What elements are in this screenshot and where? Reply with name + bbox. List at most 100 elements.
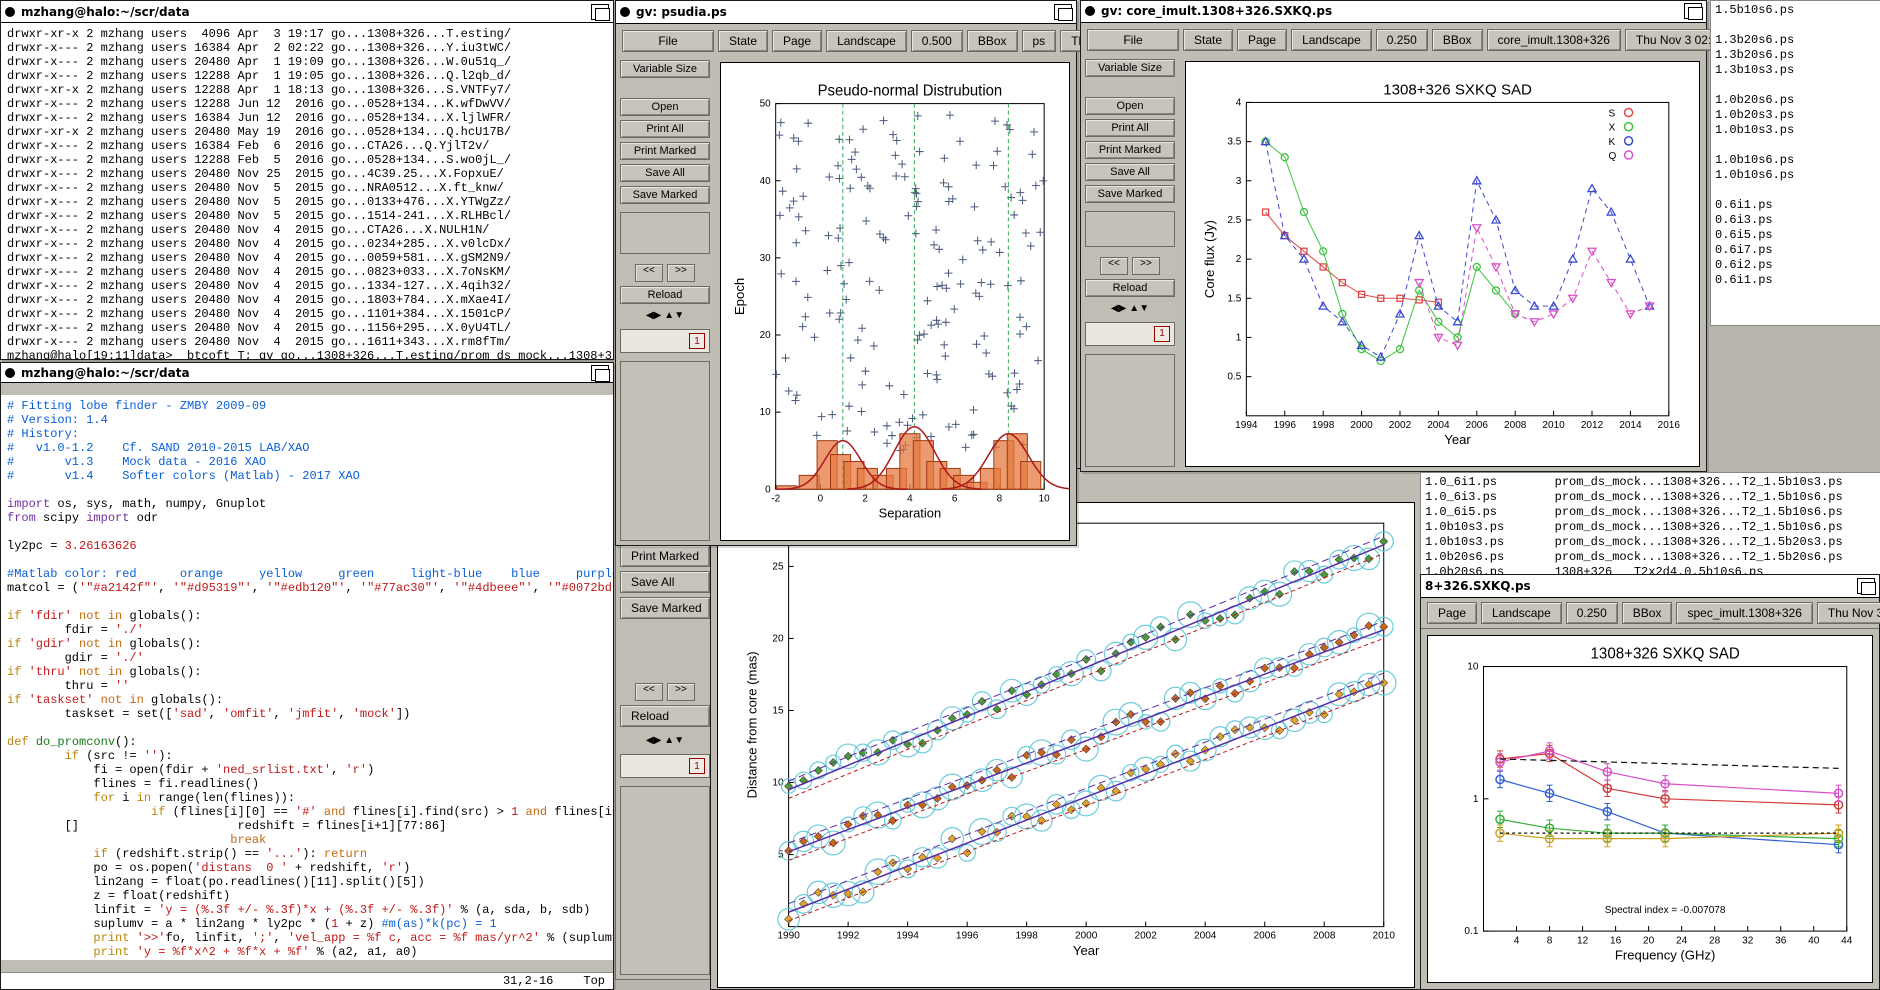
variable-size-button[interactable]: Variable Size [620, 60, 710, 78]
save-all-button[interactable]: Save All [620, 571, 710, 593]
terminal-output: drwxr-xr-x 2 mzhang users 4096 Apr 3 19:… [1, 23, 613, 359]
zoom-field[interactable]: 0.500 [911, 30, 963, 52]
bbox-button[interactable]: BBox [1622, 602, 1673, 624]
page-number-field[interactable]: 1 [1085, 322, 1175, 346]
page-menu[interactable]: Page [1427, 602, 1477, 624]
window-dot-icon [5, 368, 15, 378]
svg-text:Pseudo-normal Distrubution: Pseudo-normal Distrubution [818, 82, 1003, 99]
orientation-menu[interactable]: Landscape [1481, 602, 1562, 624]
page-menu[interactable]: Page [1237, 29, 1287, 51]
state-menu[interactable]: State [718, 30, 768, 52]
window-dot-icon [620, 7, 630, 17]
state-menu[interactable]: State [1183, 29, 1233, 51]
file-menu[interactable]: File [622, 30, 714, 52]
titlebar[interactable]: mzhang@halo:~/scr/data [1, 363, 613, 383]
prev-page-button[interactable]: << [635, 683, 663, 701]
next-page-button[interactable]: >> [667, 683, 695, 701]
terminal-window-1[interactable]: mzhang@halo:~/scr/data drwxr-xr-x 2 mzha… [0, 0, 614, 360]
svg-text:K: K [1608, 137, 1615, 148]
save-marked-button[interactable]: Save Marked [1085, 185, 1175, 203]
prev-page-button[interactable]: << [1100, 257, 1128, 275]
window-title: mzhang@halo:~/scr/data [21, 5, 585, 19]
format-label: ps [1022, 30, 1057, 52]
zoom-field[interactable]: 0.250 [1566, 602, 1618, 624]
svg-text:1998: 1998 [1312, 420, 1335, 431]
date-label: Thu Nov 3 02:11 [1817, 602, 1880, 624]
titlebar[interactable]: gv: core_imult.1308+326.SXKQ.ps [1081, 1, 1706, 23]
svg-text:2014: 2014 [1619, 420, 1642, 431]
print-all-button[interactable]: Print All [620, 120, 710, 138]
svg-text:36: 36 [1775, 935, 1787, 946]
save-all-button[interactable]: Save All [1085, 163, 1175, 181]
gv-window-psudia[interactable]: gv: psudia.ps File State Page Landscape … [615, 0, 1077, 546]
window-title-fragment: 8+326.SXKQ.ps [1425, 579, 1851, 593]
svg-text:Core flux (Jy): Core flux (Jy) [1202, 220, 1217, 298]
print-all-button[interactable]: Print All [1085, 119, 1175, 137]
file-list-mid: 1.0_6i1.ps prom_ds_mock...1308+326...T2_… [1420, 472, 1880, 578]
svg-text:2016: 2016 [1658, 420, 1681, 431]
svg-text:2: 2 [1236, 254, 1242, 265]
svg-text:0: 0 [765, 484, 771, 495]
reload-button[interactable]: Reload [1085, 279, 1175, 297]
editor-window[interactable]: mzhang@halo:~/scr/data # Fitting lobe fi… [0, 362, 614, 990]
svg-text:40: 40 [760, 176, 771, 187]
window-resize-icon[interactable] [1857, 578, 1875, 594]
filename-label: core_imult.1308+326 [1487, 29, 1621, 51]
orientation-menu[interactable]: Landscape [1291, 29, 1372, 51]
window-resize-icon[interactable] [591, 4, 609, 20]
titlebar[interactable]: 8+326.SXKQ.ps [1421, 575, 1879, 598]
window-title: gv: core_imult.1308+326.SXKQ.ps [1101, 4, 1678, 18]
page-number-field[interactable]: 1 [620, 754, 710, 778]
spec-plot-window[interactable]: 8+326.SXKQ.ps Page Landscape 0.250 BBox … [1420, 574, 1880, 990]
bbox-button[interactable]: BBox [1432, 29, 1483, 51]
svg-text:2012: 2012 [1581, 420, 1604, 431]
svg-text:10: 10 [760, 407, 771, 418]
window-resize-icon[interactable] [591, 365, 609, 381]
save-all-button[interactable]: Save All [620, 164, 710, 182]
gv-window-core[interactable]: gv: core_imult.1308+326.SXKQ.ps File Sta… [1080, 0, 1707, 472]
window-dot-icon [5, 7, 15, 17]
next-page-button[interactable]: >> [1132, 257, 1160, 275]
svg-text:6: 6 [952, 493, 958, 504]
print-marked-button[interactable]: Print Marked [620, 142, 710, 160]
svg-text:2006: 2006 [1254, 931, 1277, 942]
svg-text:1994: 1994 [1235, 420, 1258, 431]
open-button[interactable]: Open [1085, 97, 1175, 115]
prev-page-button[interactable]: << [635, 264, 663, 282]
editor-scroll-pos: Top [583, 974, 605, 988]
reload-button[interactable]: Reload [620, 705, 710, 727]
bbox-button[interactable]: BBox [967, 30, 1018, 52]
svg-text:50: 50 [760, 99, 771, 110]
svg-text:1.5: 1.5 [1227, 293, 1241, 304]
gv-side-panel: Variable Size Open Print All Print Marke… [616, 56, 714, 545]
window-title: gv: psudia.ps [636, 5, 1048, 19]
svg-text:Separation: Separation [879, 506, 941, 521]
open-button[interactable]: Open [620, 98, 710, 116]
zoom-field[interactable]: 0.250 [1376, 29, 1428, 51]
mock-plot-window[interactable]: 4C MOCK 19901992199419961998200020022004… [710, 468, 1422, 990]
gv-side-panel-fragment: Print Marked Save All Save Marked << >> … [615, 540, 715, 980]
spec-plot-canvas: 481216202428323640440.1110Frequency (GHz… [1427, 635, 1873, 983]
window-resize-icon[interactable] [1684, 3, 1702, 19]
print-marked-button[interactable]: Print Marked [1085, 141, 1175, 159]
file-menu[interactable]: File [1087, 29, 1179, 51]
window-resize-icon[interactable] [1054, 4, 1072, 20]
reload-button[interactable]: Reload [620, 286, 710, 304]
gv-pager: << >> [620, 683, 710, 701]
save-marked-button[interactable]: Save Marked [620, 597, 710, 619]
titlebar[interactable]: mzhang@halo:~/scr/data [1, 1, 613, 23]
svg-text:30: 30 [760, 253, 771, 264]
print-marked-button[interactable]: Print Marked [620, 545, 710, 567]
page-number-field[interactable]: 1 [620, 329, 710, 353]
page-menu[interactable]: Page [772, 30, 822, 52]
svg-text:10: 10 [1039, 493, 1050, 504]
save-marked-button[interactable]: Save Marked [620, 186, 710, 204]
window-title: mzhang@halo:~/scr/data [21, 366, 585, 380]
next-page-button[interactable]: >> [667, 264, 695, 282]
svg-text:2010: 2010 [1542, 420, 1565, 431]
titlebar[interactable]: gv: psudia.ps [616, 1, 1076, 24]
orientation-menu[interactable]: Landscape [826, 30, 907, 52]
editor-content[interactable]: # Fitting lobe finder - ZMBY 2009-09 # V… [1, 395, 613, 960]
svg-text:2000: 2000 [1350, 420, 1373, 431]
variable-size-button[interactable]: Variable Size [1085, 59, 1175, 77]
